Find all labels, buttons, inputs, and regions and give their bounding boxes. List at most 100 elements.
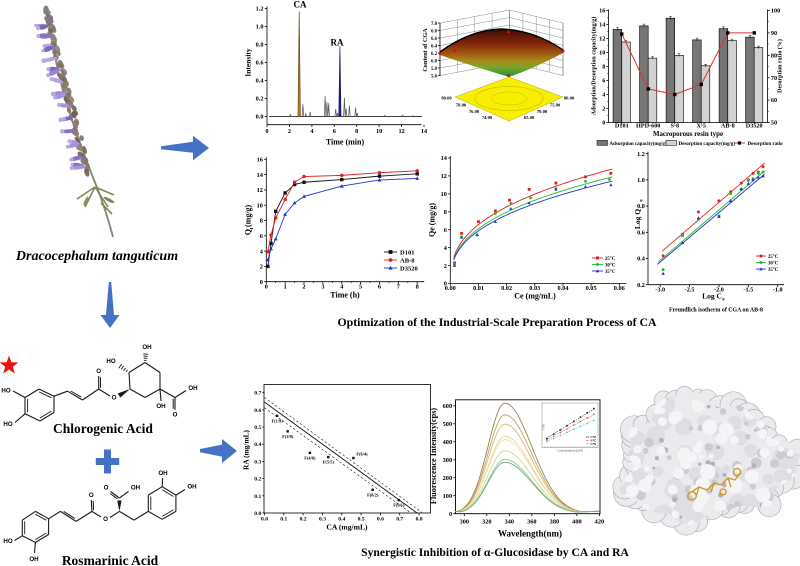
- svg-text:0.0: 0.0: [256, 114, 264, 121]
- svg-text:300: 300: [460, 518, 469, 525]
- svg-text:5.8: 5.8: [431, 67, 438, 72]
- svg-text:-3.0: -3.0: [655, 286, 665, 293]
- svg-text:1.0: 1.0: [637, 177, 645, 184]
- svg-text:6: 6: [260, 233, 263, 240]
- svg-text:0.6: 0.6: [637, 229, 645, 236]
- svg-text:0.2: 0.2: [300, 517, 307, 523]
- svg-text:35°C: 35°C: [605, 270, 616, 275]
- svg-text:F(8/2): F(8/2): [367, 492, 379, 497]
- svg-text:Rosmarinic Acid: Rosmarinic Acid: [62, 553, 159, 566]
- svg-text:0.04: 0.04: [557, 285, 569, 292]
- svg-text:30℃: 30℃: [590, 440, 597, 443]
- svg-text:O: O: [103, 516, 108, 523]
- svg-text:4: 4: [310, 128, 314, 135]
- svg-text:-2.5: -2.5: [685, 286, 695, 293]
- svg-text:200: 200: [443, 475, 452, 482]
- svg-text:Macroporous resin type: Macroporous resin type: [653, 131, 723, 138]
- svg-text:500: 500: [443, 421, 452, 428]
- svg-text:6: 6: [444, 227, 447, 234]
- svg-text:Time (h): Time (h): [330, 291, 360, 300]
- svg-text:6.2: 6.2: [431, 52, 438, 57]
- svg-text:5: 5: [359, 284, 362, 291]
- svg-text:F(1/9): F(1/9): [271, 418, 283, 423]
- svg-text:0.2: 0.2: [256, 96, 264, 103]
- svg-text:AB-8: AB-8: [400, 257, 415, 264]
- svg-text:14: 14: [599, 22, 605, 29]
- svg-text:70: 70: [771, 75, 777, 82]
- svg-text:0.06: 0.06: [614, 285, 625, 292]
- svg-text:12: 12: [441, 173, 447, 180]
- svg-text:CA (mg/mL): CA (mg/mL): [326, 523, 368, 532]
- svg-text:Time (min): Time (min): [326, 138, 365, 147]
- svg-text:0: 0: [265, 284, 268, 291]
- svg-text:Concentration (μM): Concentration (μM): [557, 449, 583, 453]
- svg-text:8: 8: [602, 64, 605, 71]
- svg-text:0.05: 0.05: [586, 285, 597, 292]
- svg-text:0.4: 0.4: [338, 517, 345, 523]
- svg-text:7: 7: [397, 284, 400, 291]
- svg-text:S-8: S-8: [670, 123, 679, 130]
- svg-text:0.01: 0.01: [473, 285, 484, 292]
- svg-text:F(4/6): F(4/6): [304, 455, 316, 460]
- svg-text:O: O: [104, 485, 109, 492]
- svg-text:420: 420: [595, 518, 604, 525]
- svg-text:Wavelength(nm): Wavelength(nm): [498, 529, 562, 539]
- svg-text:Log Q: Log Q: [633, 209, 642, 229]
- svg-text:F(2/8): F(2/8): [282, 434, 294, 439]
- svg-text:4: 4: [340, 284, 344, 291]
- svg-text:8: 8: [416, 284, 419, 291]
- svg-text:80.00: 80.00: [441, 96, 452, 101]
- svg-text:10: 10: [376, 128, 382, 135]
- svg-text:6.6: 6.6: [431, 37, 438, 42]
- svg-text:4: 4: [602, 92, 605, 99]
- svg-text:D101: D101: [615, 123, 629, 130]
- svg-text:-1.0: -1.0: [773, 286, 783, 293]
- svg-text:0.8: 0.8: [637, 203, 645, 210]
- svg-text:0.8: 0.8: [256, 42, 264, 49]
- svg-text:75.00: 75.00: [550, 103, 561, 108]
- svg-text:10: 10: [441, 191, 447, 198]
- svg-text:78.00: 78.00: [456, 103, 467, 108]
- svg-text:Desorption capacity(mg/g): Desorption capacity(mg/g): [679, 142, 736, 147]
- svg-text:OH: OH: [158, 470, 168, 477]
- svg-text:12: 12: [599, 36, 605, 43]
- svg-text:2: 2: [602, 106, 605, 113]
- svg-text:Desorption ratio: Desorption ratio: [748, 142, 784, 147]
- svg-text:8: 8: [260, 218, 263, 225]
- svg-text:65.00: 65.00: [524, 115, 535, 120]
- svg-text:4: 4: [444, 245, 448, 252]
- svg-text:7.0: 7.0: [431, 22, 438, 27]
- svg-text:320: 320: [482, 518, 491, 525]
- svg-text:0.4: 0.4: [256, 78, 265, 85]
- svg-text:CA: CA: [294, 0, 307, 10]
- svg-text:OH: OH: [188, 385, 198, 392]
- svg-text:1.2: 1.2: [637, 151, 645, 158]
- svg-text:0.4: 0.4: [637, 256, 645, 263]
- svg-text:30°C: 30°C: [768, 261, 779, 266]
- svg-text:0.6: 0.6: [254, 408, 261, 414]
- svg-text:Qe (mg/g): Qe (mg/g): [428, 203, 437, 237]
- svg-text:6.8: 6.8: [431, 29, 438, 34]
- svg-text:25℃: 25℃: [590, 436, 597, 439]
- svg-text:OH: OH: [131, 485, 141, 492]
- svg-text:0.3: 0.3: [254, 459, 261, 465]
- svg-text:0.5: 0.5: [358, 517, 365, 523]
- svg-text:50: 50: [771, 120, 777, 127]
- svg-text:RA: RA: [331, 38, 344, 48]
- svg-text:D3520: D3520: [400, 265, 418, 272]
- svg-text:74.00: 74.00: [482, 115, 493, 120]
- svg-text:400: 400: [443, 439, 452, 446]
- svg-text:76.00: 76.00: [469, 109, 480, 114]
- svg-text:380: 380: [550, 518, 559, 525]
- svg-text:5.6: 5.6: [431, 74, 438, 79]
- svg-text:25°C: 25°C: [768, 255, 779, 260]
- svg-text:0: 0: [265, 128, 268, 135]
- svg-text:2: 2: [444, 263, 447, 270]
- svg-text:6: 6: [602, 78, 605, 85]
- svg-text:10: 10: [599, 50, 605, 57]
- svg-text:0: 0: [444, 281, 447, 288]
- svg-text:0: 0: [449, 511, 452, 518]
- svg-text:0: 0: [260, 279, 263, 286]
- svg-text:Chlorogenic Acid: Chlorogenic Acid: [53, 421, 153, 436]
- svg-text:6: 6: [378, 284, 381, 291]
